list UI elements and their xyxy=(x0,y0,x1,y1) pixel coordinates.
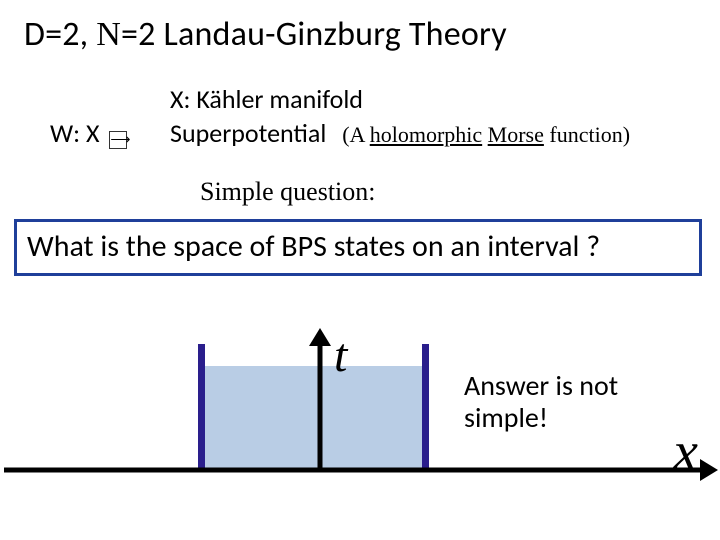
holo-word-2: Morse xyxy=(488,122,544,147)
holo-word-1: holomorphic xyxy=(370,122,482,147)
question-box: What is the space of BPS states on an in… xyxy=(14,219,702,276)
superpotential-label: Superpotential xyxy=(170,117,326,149)
answer-text: Answer is not simple! xyxy=(464,370,684,434)
w-label: W: X ⟶ xyxy=(50,117,127,149)
title-prefix: D=2, xyxy=(24,14,96,55)
w-definition-row: W: X ⟶ Superpotential (A holomorphic Mor… xyxy=(170,117,720,149)
question-text: What is the space of BPS states on an in… xyxy=(27,228,600,265)
answer-line-2: simple! xyxy=(464,400,548,435)
title-script-n: N xyxy=(96,16,121,53)
w-arrow-glyph: ⟶ xyxy=(109,131,127,149)
w-label-prefix: W: X xyxy=(50,117,105,149)
definitions-block: X: Kähler manifold W: X ⟶ Superpotential… xyxy=(0,83,720,149)
answer-line-1: Answer is not xyxy=(464,368,618,403)
holomorphic-note: (A holomorphic Morse function) xyxy=(342,122,630,147)
x-definition: X: Kähler manifold xyxy=(170,83,720,115)
title-suffix: =2 Landau-Ginzburg Theory xyxy=(121,14,507,55)
simple-question-label: Simple question: xyxy=(0,177,720,207)
slide-title: D=2, N=2 Landau-Ginzburg Theory xyxy=(0,0,720,55)
t-axis-label: t xyxy=(334,328,347,383)
x-axis-label: x xyxy=(673,420,698,484)
